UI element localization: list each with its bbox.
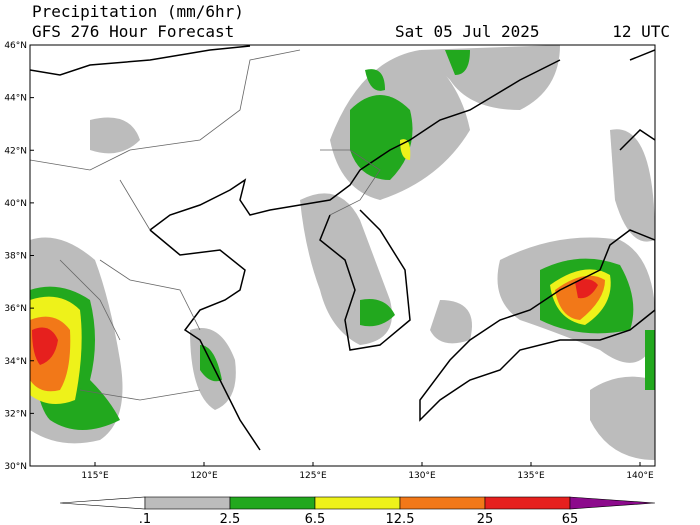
colorbar-segment bbox=[314, 496, 401, 510]
borders bbox=[30, 49, 381, 401]
colorbar-segment bbox=[144, 496, 231, 510]
colorbar-label: .1 bbox=[139, 512, 151, 525]
axis-labels: 30°N 32°N 34°N 36°N 38°N 40°N 42°N 44°N 46°N 115°… bbox=[4, 41, 654, 481]
lon-label: 130°E bbox=[408, 471, 436, 481]
lat-label: 34°N bbox=[4, 357, 27, 367]
colorbar-label: 2.5 bbox=[220, 512, 241, 525]
lon-label: 140°E bbox=[626, 471, 654, 481]
coastlines bbox=[30, 45, 655, 451]
lon-label: 120°E bbox=[190, 471, 218, 481]
lat-label: 44°N bbox=[4, 94, 27, 104]
colorbar-segment bbox=[484, 496, 571, 510]
lat-label: 38°N bbox=[4, 252, 27, 262]
lat-label: 32°N bbox=[4, 409, 27, 419]
valid-date: Sat 05 Jul 2025 bbox=[395, 22, 540, 41]
colorbar-label: 65 bbox=[562, 512, 579, 525]
colorbar-segment bbox=[229, 496, 316, 510]
lon-label: 115°E bbox=[81, 471, 109, 481]
lat-label: 40°N bbox=[4, 199, 27, 209]
colorbar-label: 6.5 bbox=[305, 512, 326, 525]
lon-label: 125°E bbox=[299, 471, 327, 481]
lat-label: 42°N bbox=[4, 146, 27, 156]
map-area bbox=[30, 45, 655, 466]
colorbar: .1 2.5 6.5 12.5 25 65 bbox=[59, 496, 656, 525]
colorbar-segment bbox=[59, 496, 146, 510]
lat-label: 46°N bbox=[4, 41, 27, 51]
intense-precip bbox=[32, 279, 598, 365]
lat-label: 30°N bbox=[4, 462, 27, 472]
valid-time: 12 UTC bbox=[612, 22, 670, 41]
colorbar-label: 25 bbox=[477, 512, 494, 525]
colorbar-label: 12.5 bbox=[386, 512, 415, 525]
subtitle: GFS 276 Hour Forecast bbox=[32, 22, 234, 41]
colorbar-segment bbox=[399, 496, 486, 510]
colorbar-segment bbox=[569, 496, 656, 510]
lat-label: 36°N bbox=[4, 304, 27, 314]
title: Precipitation (mm/6hr) bbox=[32, 2, 244, 21]
lon-label: 135°E bbox=[517, 471, 545, 481]
